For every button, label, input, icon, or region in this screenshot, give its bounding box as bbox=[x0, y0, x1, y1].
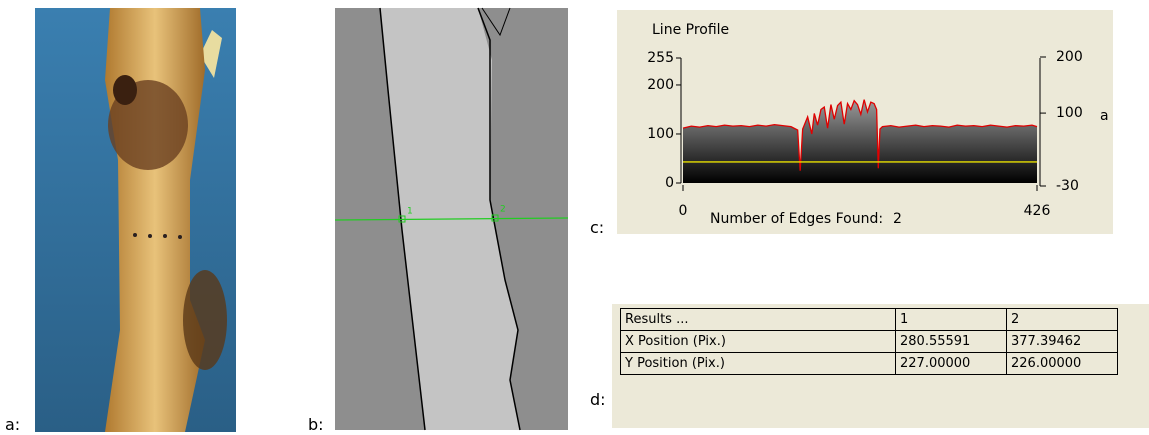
y-tick-label: 0 bbox=[665, 175, 674, 191]
y2-tick-label: -30 bbox=[1056, 178, 1079, 194]
y-tick-label: 255 bbox=[647, 50, 674, 66]
photo-b: 1 2 bbox=[334, 7, 569, 431]
profile-line bbox=[682, 99, 1038, 171]
results-table: Results ... 1 2 X Position (Pix.) 280.55591 3… bbox=[620, 308, 1118, 375]
table-row: Y Position (Pix.) 227.00000 226.00000 bbox=[620, 352, 1118, 375]
y-tick-label: 200 bbox=[647, 77, 674, 93]
table-cell: 280.55591 bbox=[895, 330, 1007, 353]
annotation-value: 2 bbox=[893, 211, 902, 227]
table-cell: 2 bbox=[1006, 308, 1118, 331]
panel-label: b: bbox=[308, 415, 324, 434]
panel-label: c: bbox=[590, 218, 605, 237]
panel-label: d: bbox=[590, 390, 606, 409]
table-cell: Y Position (Pix.) bbox=[620, 352, 896, 375]
table-row: X Position (Pix.) 280.55591 377.39462 bbox=[620, 330, 1118, 353]
table-cell: 226.00000 bbox=[1006, 352, 1118, 375]
table-cell: 377.39462 bbox=[1006, 330, 1118, 353]
line-profile-chart: Line Profile Number of Edges Found: 2 a … bbox=[647, 22, 1108, 227]
table-cell: Results ... bbox=[620, 308, 896, 331]
table-row: Results ... 1 2 bbox=[620, 308, 1118, 331]
annotation-label: Number of Edges Found: bbox=[710, 211, 883, 227]
y-tick-label: 100 bbox=[647, 126, 674, 142]
edge-marker-label: 2 bbox=[500, 205, 506, 215]
edge-marker-label: 1 bbox=[407, 207, 413, 217]
y2-tick-label: 200 bbox=[1056, 49, 1083, 65]
panel-label: a: bbox=[5, 415, 21, 434]
photo-a bbox=[35, 8, 236, 432]
table-cell: 227.00000 bbox=[895, 352, 1007, 375]
table-cell: 1 bbox=[895, 308, 1007, 331]
table-cell: X Position (Pix.) bbox=[620, 330, 896, 353]
x-tick-label: 426 bbox=[1024, 203, 1051, 219]
chart-title: Line Profile bbox=[652, 22, 729, 38]
y2-axis-label: a bbox=[1100, 108, 1109, 124]
x-tick-label: 0 bbox=[679, 203, 688, 219]
y2-tick-label: 100 bbox=[1056, 105, 1083, 121]
